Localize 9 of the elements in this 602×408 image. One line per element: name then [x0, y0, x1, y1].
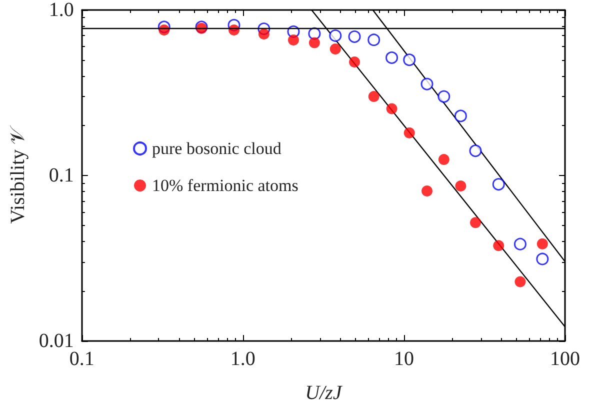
- y-tick-label: 0.1: [48, 164, 74, 186]
- x-axis-title: U/zJ: [305, 382, 343, 404]
- legend-label: 10% fermionic atoms: [152, 176, 298, 195]
- y-tick-label: 1.0: [48, 0, 74, 21]
- x-tick-label: 10: [394, 348, 414, 370]
- y-axis-title: Visibility 𝒱: [7, 124, 29, 224]
- x-tick-label: 100: [550, 348, 580, 370]
- legend-label: pure bosonic cloud: [152, 139, 282, 158]
- x-tick-label: 1.0: [230, 348, 256, 370]
